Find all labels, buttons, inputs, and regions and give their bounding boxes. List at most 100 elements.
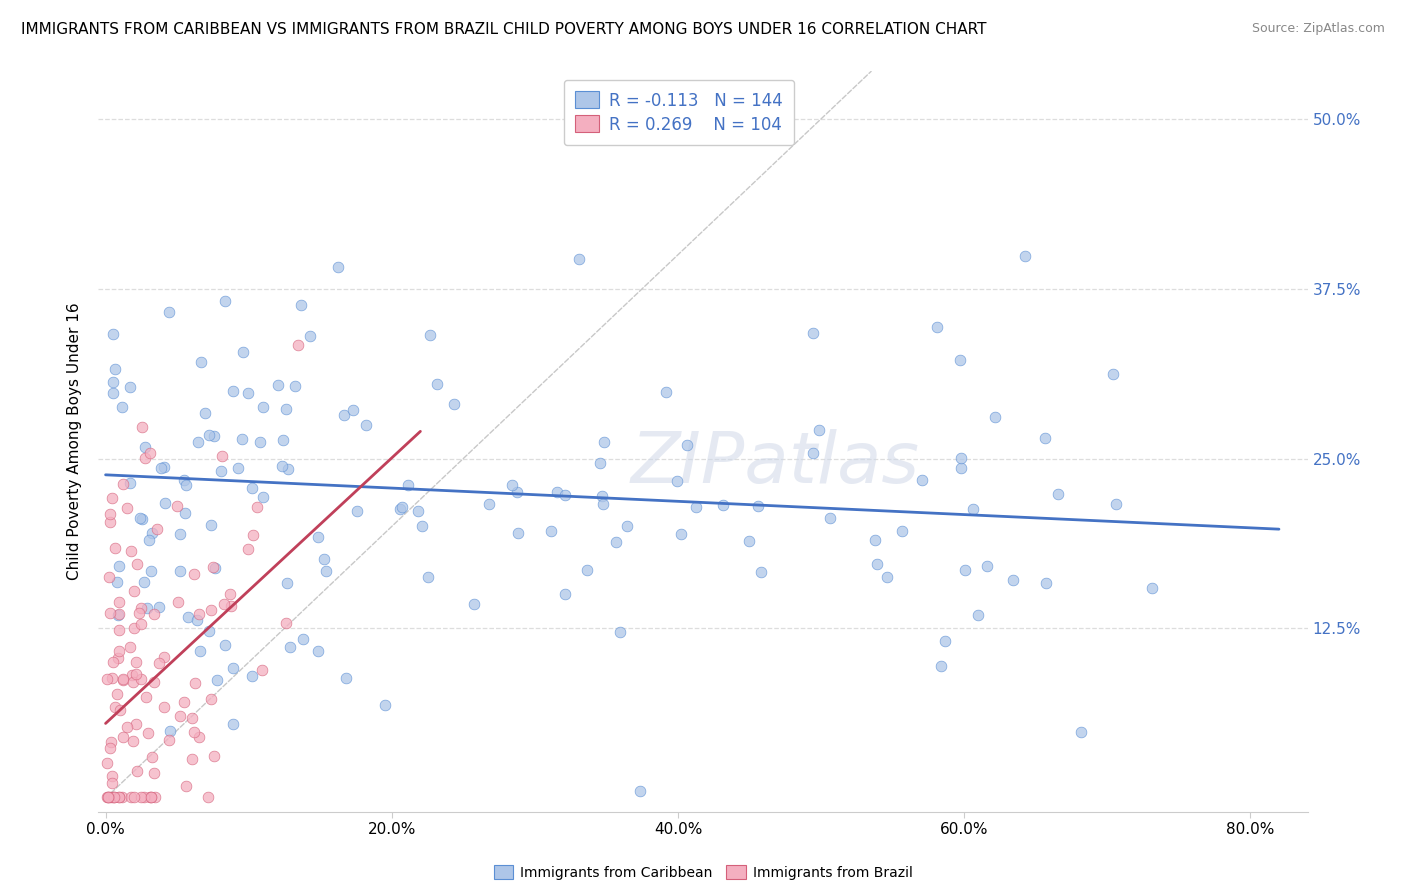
Point — [159, 723, 181, 738]
Point — [101, 375, 124, 389]
Point — [153, 699, 176, 714]
Point — [129, 616, 152, 631]
Point — [669, 527, 692, 541]
Point — [983, 410, 1005, 425]
Point — [125, 557, 148, 571]
Point — [222, 717, 245, 731]
Point — [139, 446, 162, 460]
Point — [120, 543, 142, 558]
Point — [103, 789, 125, 804]
Point — [391, 500, 413, 514]
Point — [173, 695, 195, 709]
Point — [166, 499, 188, 513]
Point — [129, 601, 152, 615]
Point — [1105, 497, 1128, 511]
Point — [194, 406, 217, 420]
Point — [101, 655, 124, 669]
Point — [97, 789, 120, 804]
Point — [104, 700, 127, 714]
Point — [183, 675, 205, 690]
Point — [232, 345, 254, 359]
Point — [122, 674, 145, 689]
Point — [111, 789, 134, 804]
Point — [139, 789, 162, 804]
Point — [605, 535, 627, 549]
Point — [628, 784, 651, 798]
Point — [290, 298, 312, 312]
Point — [198, 428, 221, 442]
Point — [501, 478, 523, 492]
Point — [112, 476, 135, 491]
Point — [125, 716, 148, 731]
Point — [212, 597, 235, 611]
Point — [655, 384, 678, 399]
Point — [142, 675, 165, 690]
Point — [104, 362, 127, 376]
Point — [143, 789, 166, 804]
Point — [876, 570, 898, 584]
Point — [101, 776, 124, 790]
Point — [218, 587, 240, 601]
Point — [278, 640, 301, 654]
Point — [101, 386, 124, 401]
Point — [180, 711, 202, 725]
Point — [202, 560, 225, 574]
Point — [865, 533, 887, 547]
Point — [934, 633, 956, 648]
Point — [949, 352, 972, 367]
Point — [250, 663, 273, 677]
Point — [312, 552, 335, 566]
Point — [186, 613, 208, 627]
Point — [406, 504, 429, 518]
Point — [107, 651, 129, 665]
Point — [1035, 576, 1057, 591]
Point — [211, 449, 233, 463]
Point — [148, 599, 170, 614]
Point — [103, 789, 125, 804]
Point — [108, 595, 131, 609]
Point — [169, 564, 191, 578]
Point — [478, 497, 501, 511]
Point — [112, 673, 135, 687]
Point — [411, 518, 433, 533]
Point — [174, 478, 197, 492]
Point — [219, 599, 242, 613]
Point — [242, 528, 264, 542]
Point — [927, 320, 949, 334]
Point — [197, 789, 219, 804]
Point — [508, 526, 530, 541]
Point — [122, 621, 145, 635]
Point — [749, 565, 772, 579]
Text: ZIPatlas: ZIPatlas — [631, 429, 920, 499]
Point — [374, 698, 396, 712]
Point — [222, 660, 245, 674]
Point — [333, 408, 356, 422]
Point — [153, 496, 176, 510]
Legend: R = -0.113   N = 144, R = 0.269    N = 104: R = -0.113 N = 144, R = 0.269 N = 104 — [564, 79, 794, 145]
Point — [418, 328, 440, 343]
Point — [134, 450, 156, 465]
Point — [97, 789, 120, 804]
Point — [98, 569, 121, 583]
Point — [249, 435, 271, 450]
Point — [107, 643, 129, 657]
Point — [122, 789, 145, 804]
Point — [242, 668, 264, 682]
Point — [143, 607, 166, 621]
Point — [747, 499, 769, 513]
Point — [346, 504, 368, 518]
Point — [214, 638, 236, 652]
Point — [136, 726, 159, 740]
Point — [540, 524, 562, 538]
Point — [200, 692, 222, 706]
Point — [267, 377, 290, 392]
Point — [284, 378, 307, 392]
Point — [152, 650, 174, 665]
Point — [101, 671, 124, 685]
Point — [291, 632, 314, 646]
Point — [554, 488, 576, 502]
Point — [108, 623, 131, 637]
Point — [139, 789, 162, 804]
Point — [962, 502, 984, 516]
Point — [107, 789, 129, 804]
